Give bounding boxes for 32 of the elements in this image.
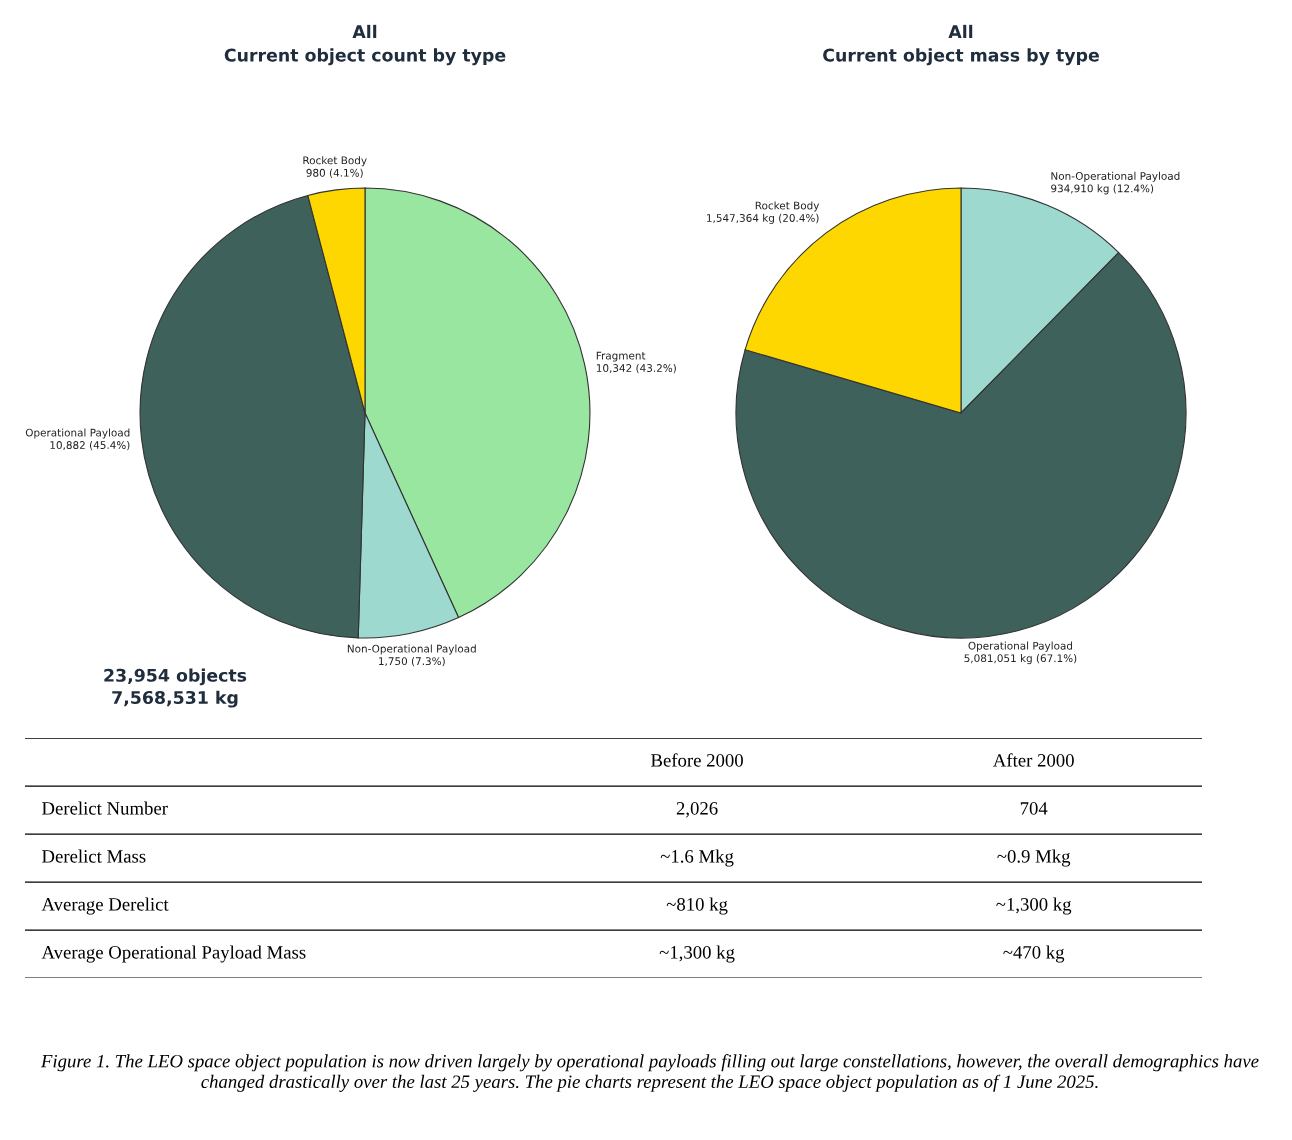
data-label: 980 (4.1%) <box>306 168 363 178</box>
data-label: 1,547,364 kg (20.4%) <box>707 213 819 224</box>
data-label: 10,882 (45.4%) <box>50 440 130 451</box>
text: ~1,300 kg <box>659 945 735 963</box>
category-label: Average Operational Payload Mass <box>41 945 306 963</box>
category-label: Derelict Number <box>42 801 168 815</box>
text: ~0.9 Mkg <box>997 849 1071 867</box>
chart-title: All Current object mass by type <box>823 24 1099 66</box>
slice-label: Operational Payload <box>25 428 130 439</box>
data-label: 10,342 (43.2%) <box>596 363 676 374</box>
slice-label: Rocket Body <box>755 201 820 212</box>
text: ~470 kg <box>1003 945 1065 963</box>
slice-label: Rocket Body <box>303 156 367 167</box>
category-label: Before 2000 <box>651 753 743 767</box>
slice-label: Fragment <box>596 351 646 362</box>
text: ~810 kg <box>666 897 728 915</box>
slice-label: Non-Operational Payload <box>1051 171 1180 182</box>
slice-label: Non-Operational Payload <box>347 644 476 655</box>
text: ~1,300 kg <box>996 897 1072 915</box>
text: 2,026 <box>676 802 718 818</box>
category-label: After 2000 <box>993 753 1074 767</box>
data-label: 934,910 kg (12.4%) <box>1051 184 1154 195</box>
text: 23,954 objects 7,568,531 kg <box>104 668 247 708</box>
data-label: 5,081,051 kg (67.1%) <box>964 654 1077 665</box>
text: 704 <box>1020 802 1048 815</box>
category-label: Derelict Mass <box>42 849 146 863</box>
chart-title: All Current object count by type <box>224 24 506 66</box>
data-label: 1,750 (7.3%) <box>379 657 445 667</box>
slice-label: Operational Payload <box>968 641 1073 652</box>
category-label: Average Derelict <box>41 897 169 915</box>
text: ~1.6 Mkg <box>660 849 734 867</box>
caption: Figure 1. The LEO space object population is now driven largely by operational payloads filling out large constellations, however, the overall demographics have changed drastically over the last 25 years. The pie charts represent the LEO space object population as of 1 June 2025. <box>40 1054 1259 1092</box>
